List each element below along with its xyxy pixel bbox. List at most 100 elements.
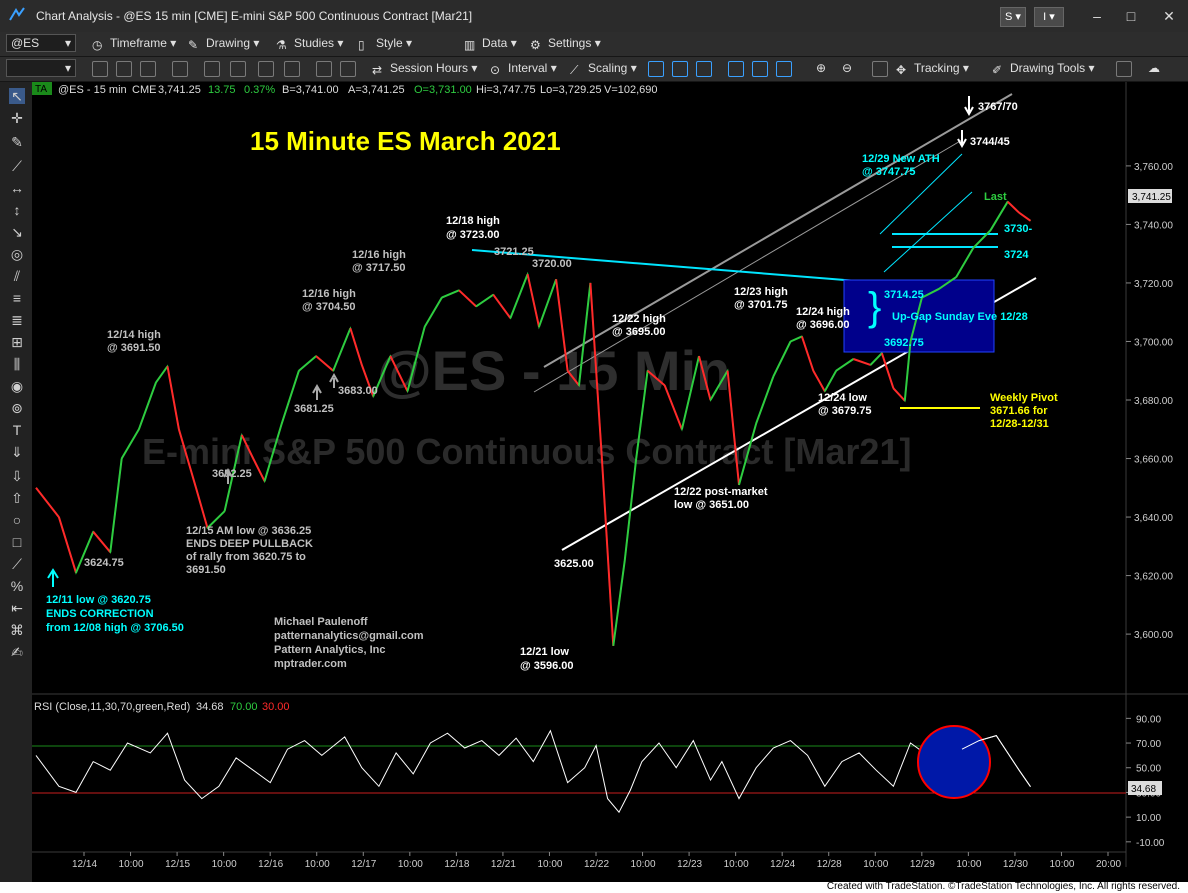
gann-icon[interactable]: ⊞	[11, 334, 23, 350]
channel-icon[interactable]: ⫽	[13, 268, 21, 284]
fib-icon[interactable]: ≡	[12, 290, 22, 306]
drawing-label: Drawing	[206, 36, 251, 50]
chart-area[interactable]: @ES - 15 Min E-mini S&P 500 Continuous C…	[32, 82, 1188, 882]
ta-badge	[32, 82, 52, 95]
zoom-icon[interactable]	[204, 61, 220, 77]
grid-icon[interactable]	[316, 61, 332, 77]
i-button[interactable]: I ▾	[1034, 7, 1064, 27]
diagonal-tool-icon[interactable]: ⟋	[12, 556, 22, 572]
close-button[interactable]: ✕	[1163, 8, 1175, 24]
ellipse-icon[interactable]: ⊚	[11, 400, 23, 416]
histogram-style-icon[interactable]	[776, 61, 792, 77]
percent-icon[interactable]: %	[10, 578, 24, 594]
ann-1215-3: of rally from 3620.75 to	[186, 551, 306, 563]
ray-icon[interactable]: ↘	[11, 224, 23, 240]
studies-menu[interactable]: ⚗ Studies ▾	[276, 36, 344, 52]
maximize-button[interactable]: □	[1126, 8, 1136, 24]
tracking-label: Tracking	[914, 61, 960, 75]
arrow-up-icon[interactable]: ⇧	[11, 490, 23, 506]
ann-1222-1: 12/22 high	[612, 313, 666, 325]
ann-3724: 3724	[1004, 249, 1029, 261]
legend-symbol: @ES - 15 min	[58, 84, 127, 96]
settings-menu[interactable]: ⚙ Settings ▾	[530, 36, 601, 52]
trendline-icon[interactable]: ⟋	[12, 158, 22, 174]
stamp-icon[interactable]: ⌘	[10, 622, 24, 638]
cursor-icon[interactable]	[340, 61, 356, 77]
data-menu[interactable]: ▥ Data ▾	[464, 36, 517, 52]
circle-tool-icon[interactable]: ◉	[10, 378, 24, 394]
window-icon[interactable]	[140, 61, 156, 77]
session-hours-menu[interactable]: ⇄ Session Hours ▾	[372, 61, 478, 77]
ann-1229-1: 12/29 New ATH	[862, 153, 940, 165]
legend-exchange: CME	[132, 84, 156, 96]
ann-3683: 3683.00	[338, 385, 378, 397]
mid-channel-line	[533, 139, 963, 393]
pen-icon[interactable]: ✎	[11, 134, 23, 150]
ann-3624: 3624.75	[84, 557, 124, 569]
cycle-icon[interactable]: ◎	[10, 246, 24, 262]
candle-style-icon[interactable]	[672, 61, 688, 77]
account-select[interactable]: ▾	[6, 59, 76, 77]
arrow-down-tool-icon[interactable]: ⇓	[11, 444, 23, 460]
interval-menu[interactable]: ⊙ Interval ▾	[490, 61, 557, 77]
ann-pivot-3: 12/28-12/31	[990, 418, 1049, 430]
price-segment	[600, 458, 615, 646]
price-tick-label: 3,680.00	[1134, 396, 1173, 407]
horizontal-line-icon[interactable]: ↔	[10, 180, 24, 196]
price-segment	[1018, 211, 1032, 222]
draw-mode-icon[interactable]: ✍	[11, 644, 23, 660]
hollow-candle-icon[interactable]	[696, 61, 712, 77]
dot-style-icon[interactable]	[752, 61, 768, 77]
scaling-icon: ⟋	[570, 63, 579, 77]
price-segment	[972, 229, 992, 249]
snap-icon[interactable]: ⇤	[11, 600, 23, 616]
magnet-icon[interactable]	[230, 61, 246, 77]
link-icon[interactable]	[172, 61, 188, 77]
chat-button[interactable]: ☁	[1148, 61, 1160, 75]
vertical-line-icon[interactable]: ↕	[13, 202, 21, 218]
scaling-menu[interactable]: ⟋ Scaling ▾	[570, 61, 637, 77]
tracking-icon: ✥	[896, 63, 907, 77]
drawing-menu[interactable]: ✎ Drawing ▾	[188, 36, 260, 52]
ellipse-tool-icon[interactable]: ○	[12, 512, 22, 528]
price-segment	[726, 370, 740, 485]
zoom-out-button[interactable]: ⊖	[842, 61, 852, 75]
refresh-icon[interactable]	[92, 61, 108, 77]
minimize-button[interactable]: –	[1093, 8, 1101, 24]
author-email: patternanalytics@gmail.com	[274, 630, 424, 642]
text-tool-icon[interactable]: T	[12, 422, 22, 438]
last-price-marker	[1128, 189, 1172, 203]
zoom-out-icon: ⊖	[842, 61, 853, 75]
line-style-icon[interactable]	[728, 61, 744, 77]
rsi-current-label: 34.68	[1131, 784, 1156, 795]
ann-1218-1: 12/18 high	[446, 215, 500, 227]
scaling-label: Scaling	[588, 61, 628, 75]
tracking-menu[interactable]: ✥ Tracking ▾	[896, 61, 969, 77]
layout-icon[interactable]	[116, 61, 132, 77]
zoom-in-button[interactable]: ⊕	[816, 61, 826, 75]
ann-1211-3: from 12/08 high @ 3706.50	[46, 622, 184, 634]
ann-1216-b1: 12/16 high	[352, 249, 406, 261]
export-icon[interactable]	[1116, 61, 1132, 77]
hide-icon[interactable]	[284, 61, 300, 77]
crosshair-icon[interactable]: ✛	[11, 110, 23, 126]
arrow-down-3744-icon	[957, 130, 967, 149]
symbol-input[interactable]: @ES ▾	[6, 34, 76, 52]
drawing-tools-menu[interactable]: ✐ Drawing Tools ▾	[992, 61, 1095, 77]
timeframe-menu[interactable]: ◷ Timeframe ▾	[92, 36, 177, 52]
matrix-icon[interactable]	[872, 61, 888, 77]
speed-lines-icon[interactable]: ⫼	[13, 356, 21, 372]
time-tick-label: 10:00	[863, 859, 888, 870]
arrow-down-icon[interactable]: ⇩	[11, 468, 23, 484]
legend-last: 3,741.25	[158, 84, 201, 96]
eye-icon[interactable]	[258, 61, 274, 77]
bar-style-icon[interactable]	[648, 61, 664, 77]
s-button[interactable]: S ▾	[1000, 7, 1026, 27]
chart-svg[interactable]: @ES - 15 Min E-mini S&P 500 Continuous C…	[32, 82, 1188, 882]
rectangle-tool-icon[interactable]: □	[12, 534, 22, 550]
flask-icon: ⚗	[276, 38, 287, 52]
fib-ext-icon[interactable]: ≣	[11, 312, 23, 328]
style-menu[interactable]: ▯ Style ▾	[358, 36, 413, 52]
pointer-icon[interactable]: ↖	[9, 88, 25, 104]
price-segment	[360, 364, 375, 397]
